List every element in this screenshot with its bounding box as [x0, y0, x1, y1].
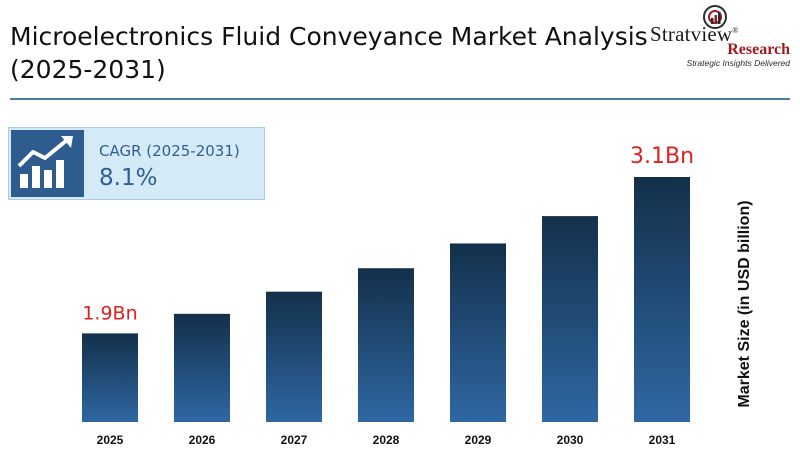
- logo-sub: Research: [727, 41, 790, 58]
- x-tick-2027: 2027: [281, 433, 308, 447]
- x-tick-2030: 2030: [557, 433, 584, 447]
- bar-2031: [634, 177, 690, 422]
- x-tick-2031: 2031: [649, 433, 676, 447]
- x-tick-2028: 2028: [373, 433, 400, 447]
- y-axis-label: Market Size (in USD billion): [736, 200, 753, 408]
- bar-2027: [266, 291, 322, 422]
- logo-name: Stratview®: [650, 22, 739, 46]
- cagr-label: CAGR (2025-2031): [99, 142, 240, 160]
- logo-tagline: Strategic Insights Delivered: [686, 58, 790, 68]
- cagr-value: 8.1%: [99, 165, 158, 191]
- x-tick-2025: 2025: [97, 433, 124, 447]
- header-divider: [10, 98, 790, 100]
- bar-2028: [358, 268, 414, 422]
- registered-mark: ®: [732, 26, 739, 35]
- bar-2025: [82, 333, 138, 422]
- x-tick-2026: 2026: [189, 433, 216, 447]
- bar-2030: [542, 216, 598, 422]
- bar-2026: [174, 313, 230, 422]
- target-chart-icon: [703, 5, 727, 29]
- stratview-logo: Stratview® Research Strategic Insights D…: [650, 4, 790, 68]
- data-label-2025: 1.9Bn: [82, 302, 137, 324]
- bar-2029: [450, 243, 506, 422]
- cagr-box: CAGR (2025-2031) 8.1%: [8, 127, 265, 200]
- growth-chart-icon: [11, 130, 84, 197]
- x-tick-2029: 2029: [465, 433, 492, 447]
- page-title: Microelectronics Fluid Conveyance Market…: [10, 22, 648, 84]
- data-label-2031: 3.1Bn: [630, 144, 694, 169]
